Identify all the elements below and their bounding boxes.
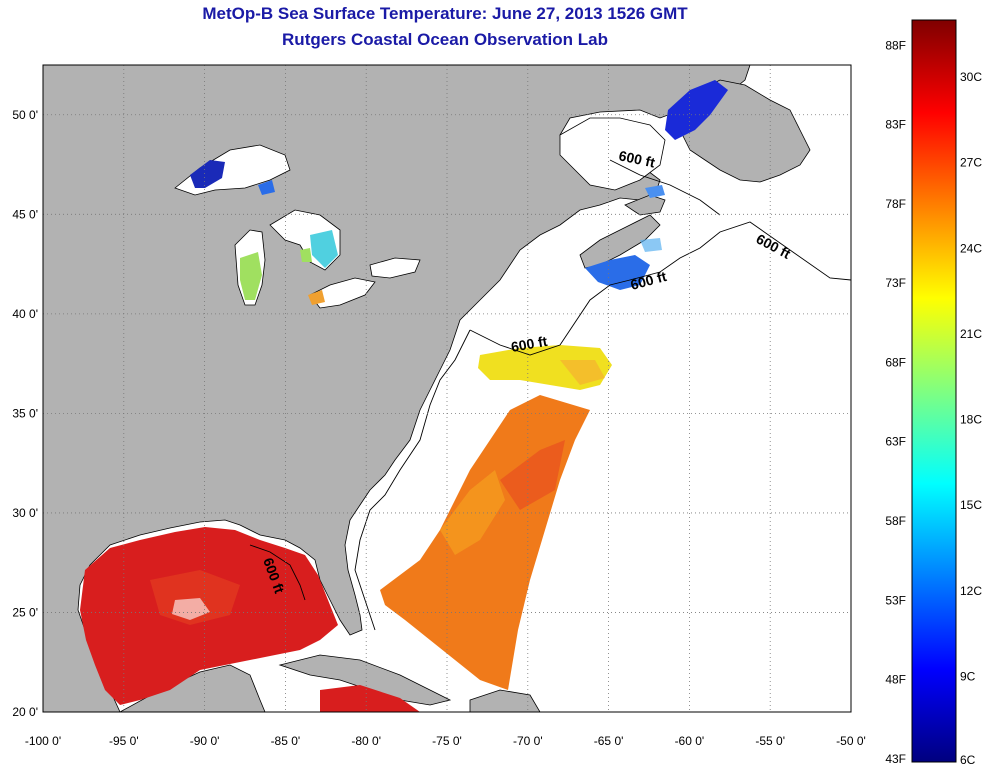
sst-data bbox=[80, 80, 728, 712]
lon-tick-label: -70 0' bbox=[513, 734, 543, 748]
colorbar-f-label: 43F bbox=[885, 752, 906, 766]
map-title: MetOp-B Sea Surface Temperature: June 27… bbox=[202, 4, 688, 23]
colorbar-c-label: 15C bbox=[960, 498, 982, 512]
isobath-600ft bbox=[249, 159, 851, 631]
colorbar-c-label: 30C bbox=[960, 70, 982, 84]
sst-st-lawrence bbox=[665, 80, 728, 140]
sst-gulf-of-maine bbox=[585, 255, 650, 290]
gridlines bbox=[43, 65, 851, 712]
cape-breton-land bbox=[624, 194, 666, 216]
lake-ontario bbox=[369, 257, 421, 279]
lon-tick-label: -95 0' bbox=[109, 734, 139, 748]
colorbar-f-label: 73F bbox=[885, 276, 906, 290]
lat-tick-label: 20 0' bbox=[12, 705, 38, 719]
colorbar-f-label: 83F bbox=[885, 118, 906, 132]
colorbar-f-label: 88F bbox=[885, 38, 906, 52]
lon-tick-label: -55 0' bbox=[755, 734, 785, 748]
colorbar-celsius-labels: 30C 27C 24C 21C 18C 15C 12C 9C 6C bbox=[960, 70, 982, 767]
colorbar bbox=[911, 19, 957, 763]
colorbar-f-label: 78F bbox=[885, 197, 906, 211]
cuba-land bbox=[278, 654, 452, 706]
lon-tick-label: -75 0' bbox=[432, 734, 462, 748]
lat-tick-label: 30 0' bbox=[12, 506, 38, 520]
colorbar-c-label: 9C bbox=[960, 669, 976, 683]
sst-lake-michigan bbox=[240, 252, 262, 300]
colorbar-f-label: 68F bbox=[885, 355, 906, 369]
map-subtitle: Rutgers Coastal Ocean Observation Lab bbox=[282, 30, 608, 49]
sst-lake-superior bbox=[190, 160, 225, 188]
colorbar-c-label: 6C bbox=[960, 753, 976, 767]
plot-frame bbox=[42, 64, 852, 713]
lon-tick-label: -90 0' bbox=[190, 734, 220, 748]
lake-erie bbox=[309, 277, 376, 309]
lon-tick-label: -50 0' bbox=[836, 734, 866, 748]
lon-tick-label: -65 0' bbox=[594, 734, 624, 748]
longitude-axis: -100 0' -95 0' -90 0' -85 0' -80 0' -75 0' -70… bbox=[25, 734, 866, 748]
colorbar-f-label: 58F bbox=[885, 514, 906, 528]
sst-lake-huron bbox=[310, 230, 338, 268]
contour-label: 600 ft bbox=[510, 333, 549, 355]
colorbar-f-label: 63F bbox=[885, 435, 906, 449]
lon-tick-label: -80 0' bbox=[351, 734, 381, 748]
lat-tick-label: 35 0' bbox=[12, 406, 38, 420]
colorbar-c-label: 21C bbox=[960, 327, 982, 341]
colorbar-fahrenheit-labels: 88F 83F 78F 73F 68F 63F 58F 53F 48F 43F bbox=[885, 38, 906, 765]
colorbar-c-label: 18C bbox=[960, 413, 982, 427]
colorbar-c-label: 12C bbox=[960, 584, 982, 598]
lat-tick-label: 40 0' bbox=[12, 307, 38, 321]
colorbar-c-label: 27C bbox=[960, 156, 982, 170]
lat-tick-label: 50 0' bbox=[12, 108, 38, 122]
latitude-axis: 50 0' 45 0' 40 0' 35 0' 30 0' 25 0' 20 0' bbox=[12, 108, 38, 719]
lat-tick-label: 45 0' bbox=[12, 207, 38, 221]
lon-tick-label: -60 0' bbox=[675, 734, 705, 748]
colorbar-c-label: 24C bbox=[960, 241, 982, 255]
colorbar-f-label: 48F bbox=[885, 673, 906, 687]
gulf-st-lawrence bbox=[559, 117, 666, 191]
hispaniola-land bbox=[469, 689, 541, 712]
lat-tick-label: 25 0' bbox=[12, 605, 38, 619]
contour-label: 600 ft bbox=[617, 147, 656, 170]
lon-tick-label: -85 0' bbox=[271, 734, 301, 748]
lon-tick-label: -100 0' bbox=[25, 734, 61, 748]
colorbar-f-label: 53F bbox=[885, 593, 906, 607]
